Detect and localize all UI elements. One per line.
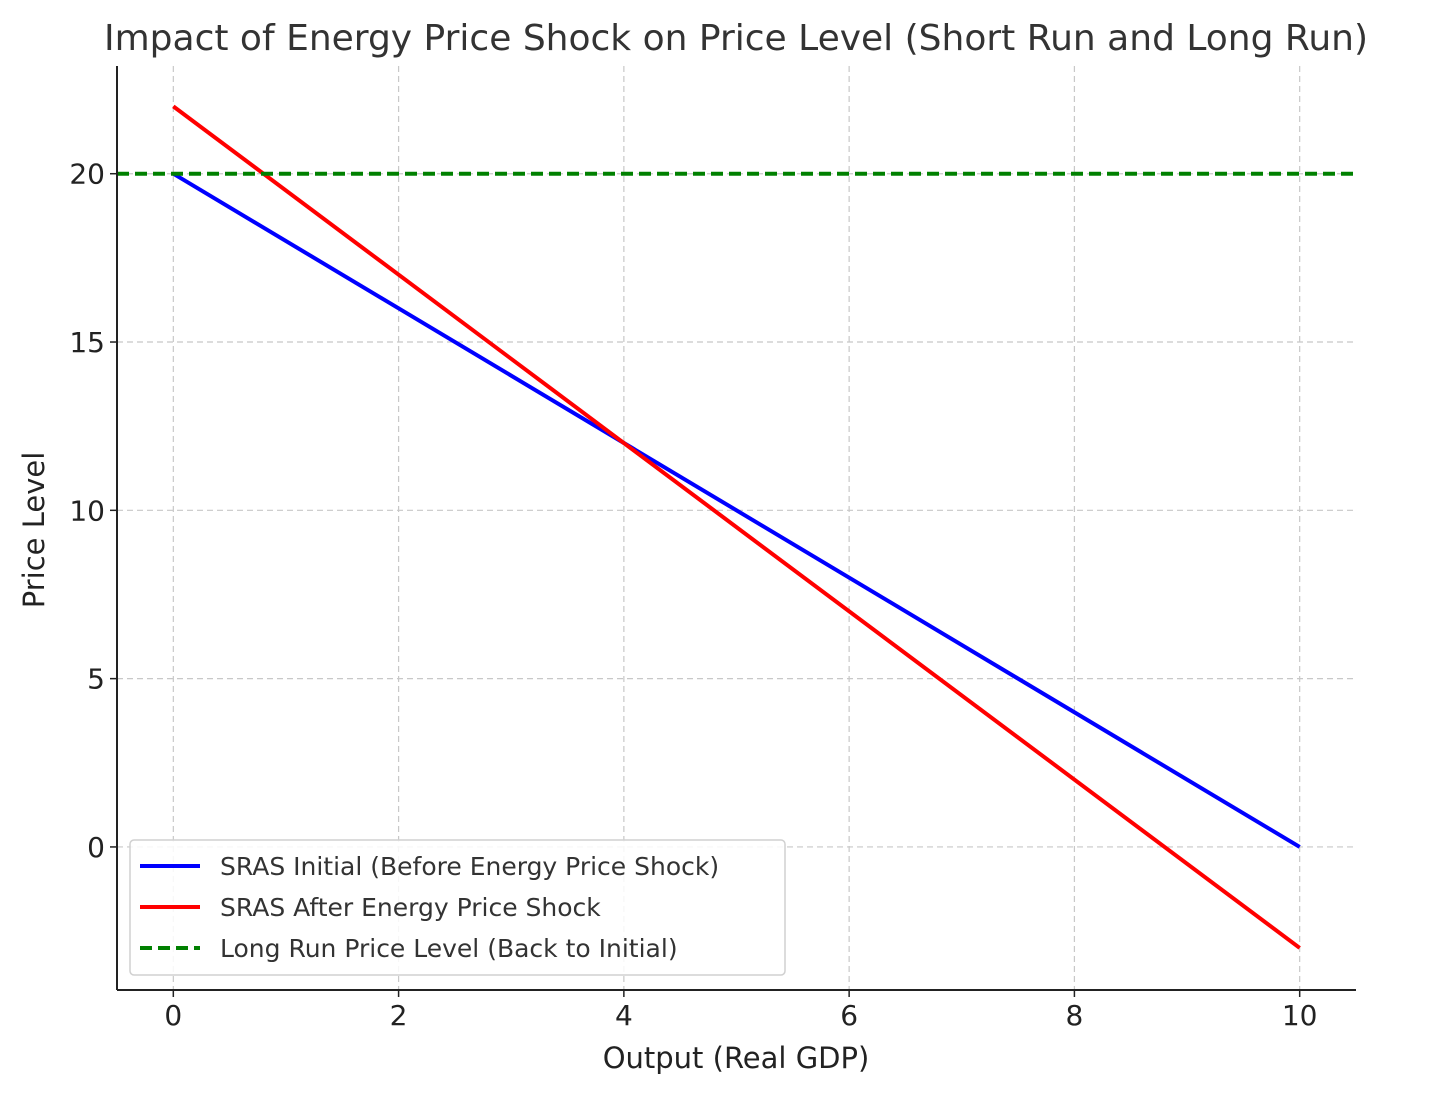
y-tick-label: 5	[87, 663, 105, 696]
x-tick-label: 2	[390, 999, 408, 1032]
series-line-1	[172, 172, 1301, 849]
grid	[117, 66, 1356, 990]
axes	[116, 66, 1356, 991]
series-line-2	[172, 104, 1301, 950]
x-tick-label: 4	[615, 999, 633, 1032]
y-tick-label: 10	[69, 494, 105, 527]
series-group	[117, 104, 1356, 950]
legend: SRAS Initial (Before Energy Price Shock)…	[129, 839, 786, 976]
y-tick-label: 0	[87, 831, 105, 864]
chart-title: Impact of Energy Price Shock on Price Le…	[104, 18, 1368, 59]
y-tick-label: 15	[69, 326, 105, 359]
x-axis-label: Output (Real GDP)	[603, 1041, 870, 1075]
y-tick-label: 20	[69, 158, 105, 191]
ticks: 0 2 4 6 8 10 0 5 10 15 20	[69, 158, 1317, 1032]
y-axis-label: Price Level	[17, 452, 51, 609]
x-tick-label: 10	[1282, 999, 1318, 1032]
legend-label-2: SRAS After Energy Price Shock	[220, 893, 601, 922]
legend-box	[129, 839, 786, 976]
x-tick-label: 0	[164, 999, 182, 1032]
x-tick-label: 6	[840, 999, 858, 1032]
legend-label-1: SRAS Initial (Before Energy Price Shock)	[220, 852, 719, 881]
legend-label-3: Long Run Price Level (Back to Initial)	[220, 934, 678, 963]
x-tick-label: 8	[1065, 999, 1083, 1032]
